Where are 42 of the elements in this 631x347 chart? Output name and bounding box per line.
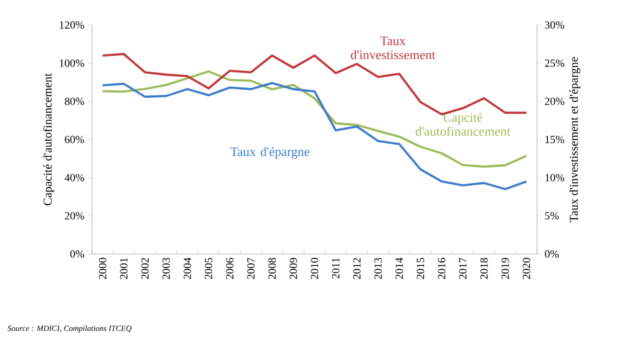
y-tick-label: 100% bbox=[60, 59, 84, 67]
series-label: Taux d'investissement bbox=[350, 36, 436, 60]
y-tick-label: 40% bbox=[64, 174, 84, 182]
x-tick-label: 2013 bbox=[374, 258, 382, 279]
x-tick-label: 2014 bbox=[396, 258, 403, 279]
x-tick-label: 2009 bbox=[290, 258, 298, 279]
y-tick-label: 80% bbox=[64, 98, 84, 106]
x-tick-label: 2010 bbox=[310, 258, 318, 279]
x-tick-label: 2008 bbox=[268, 258, 276, 279]
x-tick-label: 2007 bbox=[247, 258, 255, 279]
y2-tick-label: 30% bbox=[545, 21, 564, 29]
x-tick-label: 2017 bbox=[459, 258, 467, 279]
x-tick-label: 2001 bbox=[120, 258, 128, 279]
x-tick-label: 2015 bbox=[416, 258, 424, 279]
x-tick-label: 2000 bbox=[98, 258, 106, 279]
series-label: Capcité d'autofinancement bbox=[416, 112, 510, 136]
text: Taux d'épargne bbox=[230, 146, 310, 159]
y2-axis-title: Taux d'investissement et d'épargne bbox=[569, 57, 580, 222]
y-tick-label: 120% bbox=[60, 21, 84, 29]
y2-tick-label: 0% bbox=[544, 250, 559, 258]
y2-tick-label: 20% bbox=[544, 98, 564, 106]
line-series bbox=[102, 82, 528, 190]
y2-tick-label: 5% bbox=[545, 212, 559, 220]
x-tick-label: 2012 bbox=[353, 258, 361, 279]
x-tick-label: 2020 bbox=[522, 258, 530, 279]
x-tick-label: 2002 bbox=[141, 258, 149, 279]
y-tick-label: 60% bbox=[64, 136, 84, 144]
x-tick-label: 2011 bbox=[332, 258, 340, 279]
y2-tick-label: 15% bbox=[545, 136, 564, 144]
x-tick-label: 2018 bbox=[480, 258, 488, 279]
x-tick-label: 2006 bbox=[226, 258, 234, 279]
x-tick-label: 2004 bbox=[184, 258, 192, 279]
x-tick-label: 2003 bbox=[162, 258, 170, 279]
y-tick-label: 20% bbox=[64, 212, 84, 220]
x-tick-label: 2016 bbox=[438, 258, 446, 279]
y2-tick-label: 25% bbox=[544, 59, 564, 67]
x-tick-label: 2005 bbox=[204, 258, 212, 279]
y-tick-label: 0% bbox=[70, 250, 84, 258]
line-series bbox=[102, 70, 528, 168]
x-tick-label: 2019 bbox=[502, 258, 509, 279]
y-axis-title: Capacité d'autofinancement bbox=[43, 73, 54, 206]
y2-tick-label: 10% bbox=[545, 174, 564, 182]
